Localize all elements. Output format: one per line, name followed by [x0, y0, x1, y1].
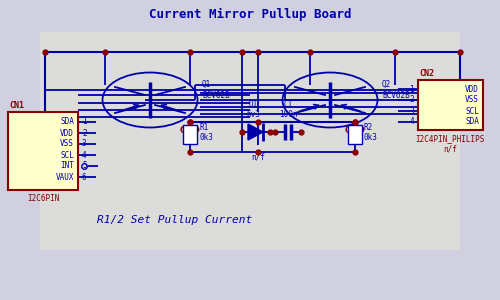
- Text: Q1
BCV62B: Q1 BCV62B: [202, 80, 230, 100]
- Text: SDA: SDA: [465, 118, 479, 127]
- Text: Current Mirror Pullup Board: Current Mirror Pullup Board: [149, 8, 351, 21]
- FancyBboxPatch shape: [183, 125, 197, 144]
- Text: VAUX: VAUX: [56, 172, 74, 182]
- Text: CN2: CN2: [419, 69, 434, 78]
- Text: 6: 6: [82, 172, 86, 182]
- Text: R1/2 Set Pullup Current: R1/2 Set Pullup Current: [98, 215, 252, 225]
- Text: GND: GND: [180, 126, 201, 135]
- Text: 1: 1: [410, 85, 414, 94]
- Text: SDA: SDA: [60, 118, 74, 127]
- FancyBboxPatch shape: [348, 125, 362, 144]
- Text: 1: 1: [82, 118, 86, 127]
- Text: I2C4PIN_PHILIPS: I2C4PIN_PHILIPS: [416, 134, 484, 143]
- Text: VSS: VSS: [60, 140, 74, 148]
- Text: CN1: CN1: [9, 101, 24, 110]
- Text: SCL: SCL: [465, 106, 479, 116]
- Text: I2C6PIN: I2C6PIN: [27, 194, 59, 203]
- Text: n/f: n/f: [251, 152, 265, 161]
- Text: D1
6v3: D1 6v3: [246, 100, 260, 119]
- Text: INT: INT: [60, 161, 74, 170]
- Text: R1
0k3: R1 0k3: [199, 123, 213, 142]
- FancyBboxPatch shape: [40, 32, 460, 250]
- Text: 4: 4: [410, 118, 414, 127]
- Text: C1
100n: C1 100n: [279, 100, 297, 119]
- Text: Q2
BCV62B: Q2 BCV62B: [382, 80, 410, 100]
- Text: VDD: VDD: [465, 85, 479, 94]
- Text: 2: 2: [82, 128, 86, 137]
- FancyBboxPatch shape: [418, 80, 483, 130]
- Text: 3: 3: [410, 106, 414, 116]
- Text: 2: 2: [410, 95, 414, 104]
- Text: 4: 4: [82, 151, 86, 160]
- FancyBboxPatch shape: [8, 112, 78, 190]
- Text: 3: 3: [82, 140, 86, 148]
- Text: 5: 5: [82, 161, 86, 170]
- Polygon shape: [248, 124, 263, 140]
- Text: GND: GND: [344, 126, 366, 135]
- Text: n/f: n/f: [443, 144, 457, 153]
- Text: SCL: SCL: [60, 151, 74, 160]
- Text: VDD: VDD: [60, 128, 74, 137]
- Text: R2
0k3: R2 0k3: [364, 123, 378, 142]
- Text: VSS: VSS: [465, 95, 479, 104]
